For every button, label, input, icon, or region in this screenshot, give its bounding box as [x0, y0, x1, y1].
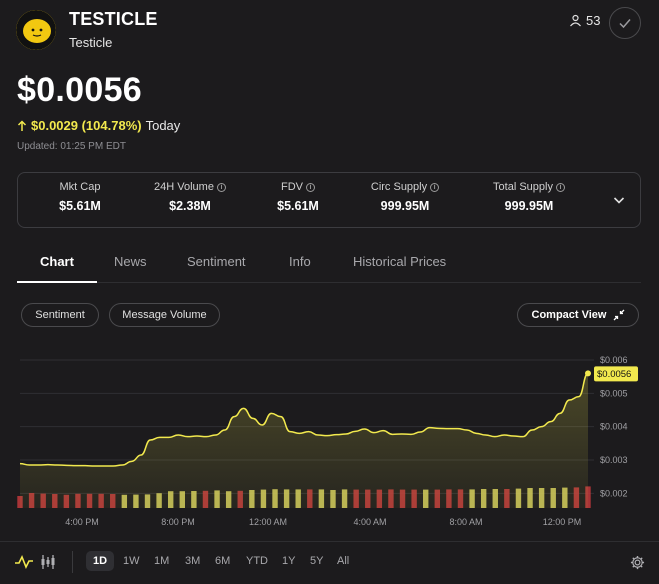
stat-mkt-cap: Mkt Cap $5.61M — [58, 181, 102, 213]
compact-view-button[interactable]: Compact View — [517, 303, 639, 327]
current-price: $0.0056 — [17, 71, 143, 109]
x-tick-label: 4:00 AM — [353, 517, 386, 527]
y-tick-label: $0.002 — [600, 488, 628, 498]
collapse-arrows-icon — [613, 309, 624, 321]
arrow-up-icon — [17, 119, 27, 131]
stats-card: Mkt Cap $5.61M 24H Volume i $2.38M FDV i $… — [17, 172, 641, 228]
range-5y[interactable]: 5Y — [310, 555, 324, 567]
settings-gear-icon[interactable] — [630, 555, 645, 570]
y-tick-label: $0.005 — [600, 388, 628, 398]
stat-total-supply: Total Supply i 999.95M — [489, 181, 569, 213]
range-6m[interactable]: 6M — [215, 555, 231, 567]
line-chart-icon[interactable] — [14, 554, 34, 570]
range-all[interactable]: All — [337, 555, 350, 567]
token-symbol: TESTICLE — [69, 9, 158, 29]
price-area — [20, 373, 588, 508]
y-tick-label: $0.003 — [600, 455, 628, 465]
tab-info[interactable]: Info — [289, 254, 311, 269]
info-icon[interactable]: i — [306, 182, 315, 192]
token-logo — [16, 10, 56, 50]
active-tab-indicator — [17, 281, 97, 283]
last-price-dot — [585, 370, 591, 377]
stat-label: 24H Volume — [154, 181, 214, 193]
range-1y[interactable]: 1Y — [282, 555, 296, 567]
stat-fdv: FDV i $5.61M — [276, 181, 320, 213]
user-icon — [570, 14, 581, 27]
watch-button[interactable] — [609, 7, 641, 39]
bottom-divider — [0, 541, 659, 542]
price-change: $0.0029 (104.78%) Today — [17, 118, 180, 133]
price-change-value: $0.0029 (104.78%) — [31, 118, 142, 133]
stat-value: $2.38M — [169, 199, 211, 213]
message-volume-toggle[interactable]: Message Volume — [109, 303, 220, 327]
range-3m[interactable]: 3M — [185, 555, 201, 567]
stat-label: FDV — [281, 181, 303, 193]
token-logo-icon — [16, 10, 56, 50]
y-tick-label: $0.004 — [600, 422, 628, 432]
tab-sentiment[interactable]: Sentiment — [187, 254, 246, 269]
stat-circ-supply: Circ Supply i 999.95M — [368, 181, 442, 213]
stat-label: Mkt Cap — [59, 181, 101, 193]
x-tick-label: 4:00 PM — [65, 517, 99, 527]
stat-label: Total Supply — [493, 181, 553, 193]
range-1d[interactable]: 1D — [86, 551, 115, 571]
check-icon — [619, 19, 631, 29]
tab-chart[interactable]: Chart — [40, 254, 74, 269]
x-tick-label: 12:00 AM — [249, 517, 287, 527]
toolbar-divider — [72, 551, 73, 573]
x-tick-label: 12:00 PM — [543, 517, 582, 527]
x-tick-label: 8:00 PM — [161, 517, 195, 527]
followers-number: 53 — [586, 13, 601, 28]
x-tick-label: 8:00 AM — [449, 517, 482, 527]
stat-24h-volume: 24H Volume i $2.38M — [150, 181, 230, 213]
sentiment-toggle[interactable]: Sentiment — [21, 303, 99, 327]
candlestick-chart-icon[interactable] — [40, 554, 56, 570]
compact-view-label: Compact View — [531, 309, 607, 321]
info-icon[interactable]: i — [430, 182, 440, 192]
tab-news[interactable]: News — [114, 254, 147, 269]
stat-value: $5.61M — [59, 199, 101, 213]
last-price-text: $0.0056 — [597, 369, 631, 380]
range-ytd[interactable]: YTD — [246, 555, 268, 567]
chevron-down-icon[interactable] — [612, 193, 626, 207]
followers-count[interactable]: 53 — [569, 13, 600, 28]
last-price-label: $0.0056 — [594, 366, 638, 382]
price-line — [19, 372, 589, 467]
updated-time: Updated: 01:25 PM EDT — [17, 141, 126, 152]
range-1w[interactable]: 1W — [123, 555, 140, 567]
price-change-period: Today — [145, 118, 181, 133]
range-1m[interactable]: 1M — [154, 555, 170, 567]
token-name: Testicle — [69, 35, 113, 50]
tab-bar: Chart News Sentiment Info Historical Pri… — [17, 245, 641, 283]
tab-historical-prices[interactable]: Historical Prices — [353, 254, 447, 269]
stat-value: 999.95M — [380, 199, 430, 213]
y-tick-label: $0.006 — [600, 355, 628, 365]
info-icon[interactable]: i — [555, 182, 565, 192]
stat-label: Circ Supply — [370, 181, 428, 193]
stat-value: 999.95M — [504, 199, 554, 213]
stat-value: $5.61M — [277, 199, 319, 213]
price-chart[interactable]: $0.006 $0.005 $0.004 $0.003 $0.002 4:00 PM 8:… — [0, 355, 659, 530]
info-icon[interactable]: i — [216, 182, 226, 192]
